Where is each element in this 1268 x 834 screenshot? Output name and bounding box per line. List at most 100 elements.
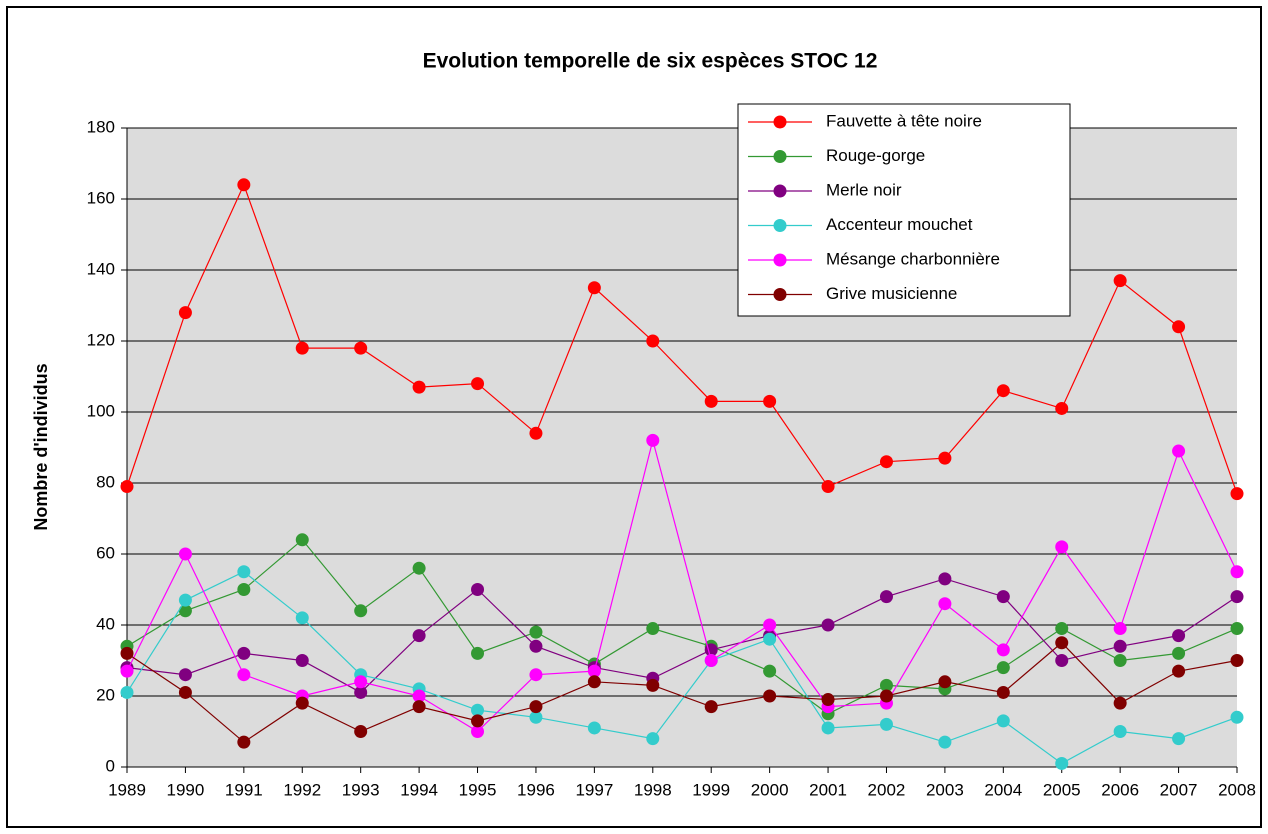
data-point (120, 685, 134, 699)
series-line (126, 571, 1238, 765)
data-point (646, 732, 660, 746)
legend-marker (773, 253, 787, 267)
legend-marker (773, 115, 787, 129)
data-point (120, 646, 134, 660)
data-point (587, 664, 601, 678)
data-point (471, 725, 485, 738)
data-point (1172, 320, 1186, 334)
x-tick-label: 2006 (1101, 780, 1139, 799)
series-line (126, 438, 1238, 733)
data-point (879, 678, 893, 692)
data-point (587, 281, 601, 295)
x-tick-label: 2000 (751, 780, 789, 799)
x-tick-label: 2008 (1218, 780, 1256, 799)
data-point (529, 700, 543, 714)
data-point (354, 725, 368, 738)
x-tick-label: 2004 (984, 780, 1022, 799)
data-point (1055, 401, 1069, 415)
data-point (471, 377, 485, 391)
data-point (178, 668, 192, 682)
data-point (529, 639, 543, 653)
data-point (412, 629, 426, 643)
data-point (529, 710, 543, 724)
data-point (587, 721, 601, 735)
legend-marker (773, 184, 787, 198)
data-point (646, 433, 660, 447)
data-point (704, 700, 718, 714)
data-point (646, 334, 660, 348)
series-line (126, 578, 1238, 694)
data-point (1172, 732, 1186, 746)
x-tick-label: 1994 (400, 780, 438, 799)
data-point (1055, 654, 1069, 667)
data-point (237, 178, 251, 192)
y-tick-label: 140 (87, 259, 115, 278)
x-tick-label: 1989 (108, 780, 146, 799)
chart-title: Evolution temporelle de six espèces STOC… (423, 50, 878, 73)
x-tick-label: 1999 (692, 780, 730, 799)
legend-label: Accenteur mouchet (826, 215, 973, 234)
data-point (1055, 540, 1069, 554)
data-point (996, 590, 1010, 604)
data-point (1055, 756, 1069, 770)
data-point (1113, 654, 1127, 667)
data-point (1113, 639, 1127, 653)
y-tick-label: 180 (87, 117, 115, 136)
data-point (938, 597, 952, 611)
data-point (1113, 622, 1127, 636)
x-tick-label: 2003 (926, 780, 964, 799)
data-point (704, 394, 718, 408)
data-point (996, 384, 1010, 398)
data-point (821, 618, 835, 632)
data-point (1230, 565, 1244, 579)
y-tick-label: 160 (87, 188, 115, 207)
x-tick-label: 1991 (225, 780, 263, 799)
data-point (763, 689, 777, 703)
data-point (412, 700, 426, 714)
data-point (412, 689, 426, 703)
legend-marker (773, 150, 787, 163)
data-point (763, 664, 777, 678)
legend-label: Grive musicienne (826, 284, 957, 303)
data-point (412, 561, 426, 575)
x-tick-label: 1998 (634, 780, 672, 799)
data-point (763, 632, 777, 646)
x-tick-label: 1997 (575, 780, 613, 799)
data-point (996, 685, 1010, 699)
y-tick-label: 20 (96, 685, 115, 704)
data-point (879, 717, 893, 731)
y-tick-label: 60 (96, 543, 115, 562)
data-point (120, 664, 134, 678)
data-point (295, 611, 309, 625)
data-point (1172, 646, 1186, 660)
data-point (178, 685, 192, 699)
data-point (1172, 629, 1186, 643)
data-point (1113, 725, 1127, 738)
data-point (471, 714, 485, 728)
y-tick-label: 100 (87, 401, 115, 420)
legend-box (737, 103, 1071, 317)
data-point (1230, 590, 1244, 604)
data-point (821, 721, 835, 735)
data-point (295, 696, 309, 710)
data-point (412, 380, 426, 394)
x-tick-label: 1996 (517, 780, 555, 799)
data-point (879, 689, 893, 703)
data-point (1230, 710, 1244, 724)
data-point (471, 583, 485, 596)
data-point (529, 426, 543, 440)
legend-label: Rouge-gorge (826, 146, 925, 165)
data-point (178, 604, 192, 618)
data-point (587, 675, 601, 689)
data-point (1113, 696, 1127, 710)
legend-label: Mésange charbonnière (826, 249, 1000, 268)
data-point (178, 593, 192, 607)
legend-marker (773, 288, 787, 301)
data-point (996, 643, 1010, 657)
series-line (126, 538, 1238, 715)
data-point (1055, 622, 1069, 636)
data-point (646, 678, 660, 692)
data-point (996, 714, 1010, 728)
data-point (237, 583, 251, 596)
